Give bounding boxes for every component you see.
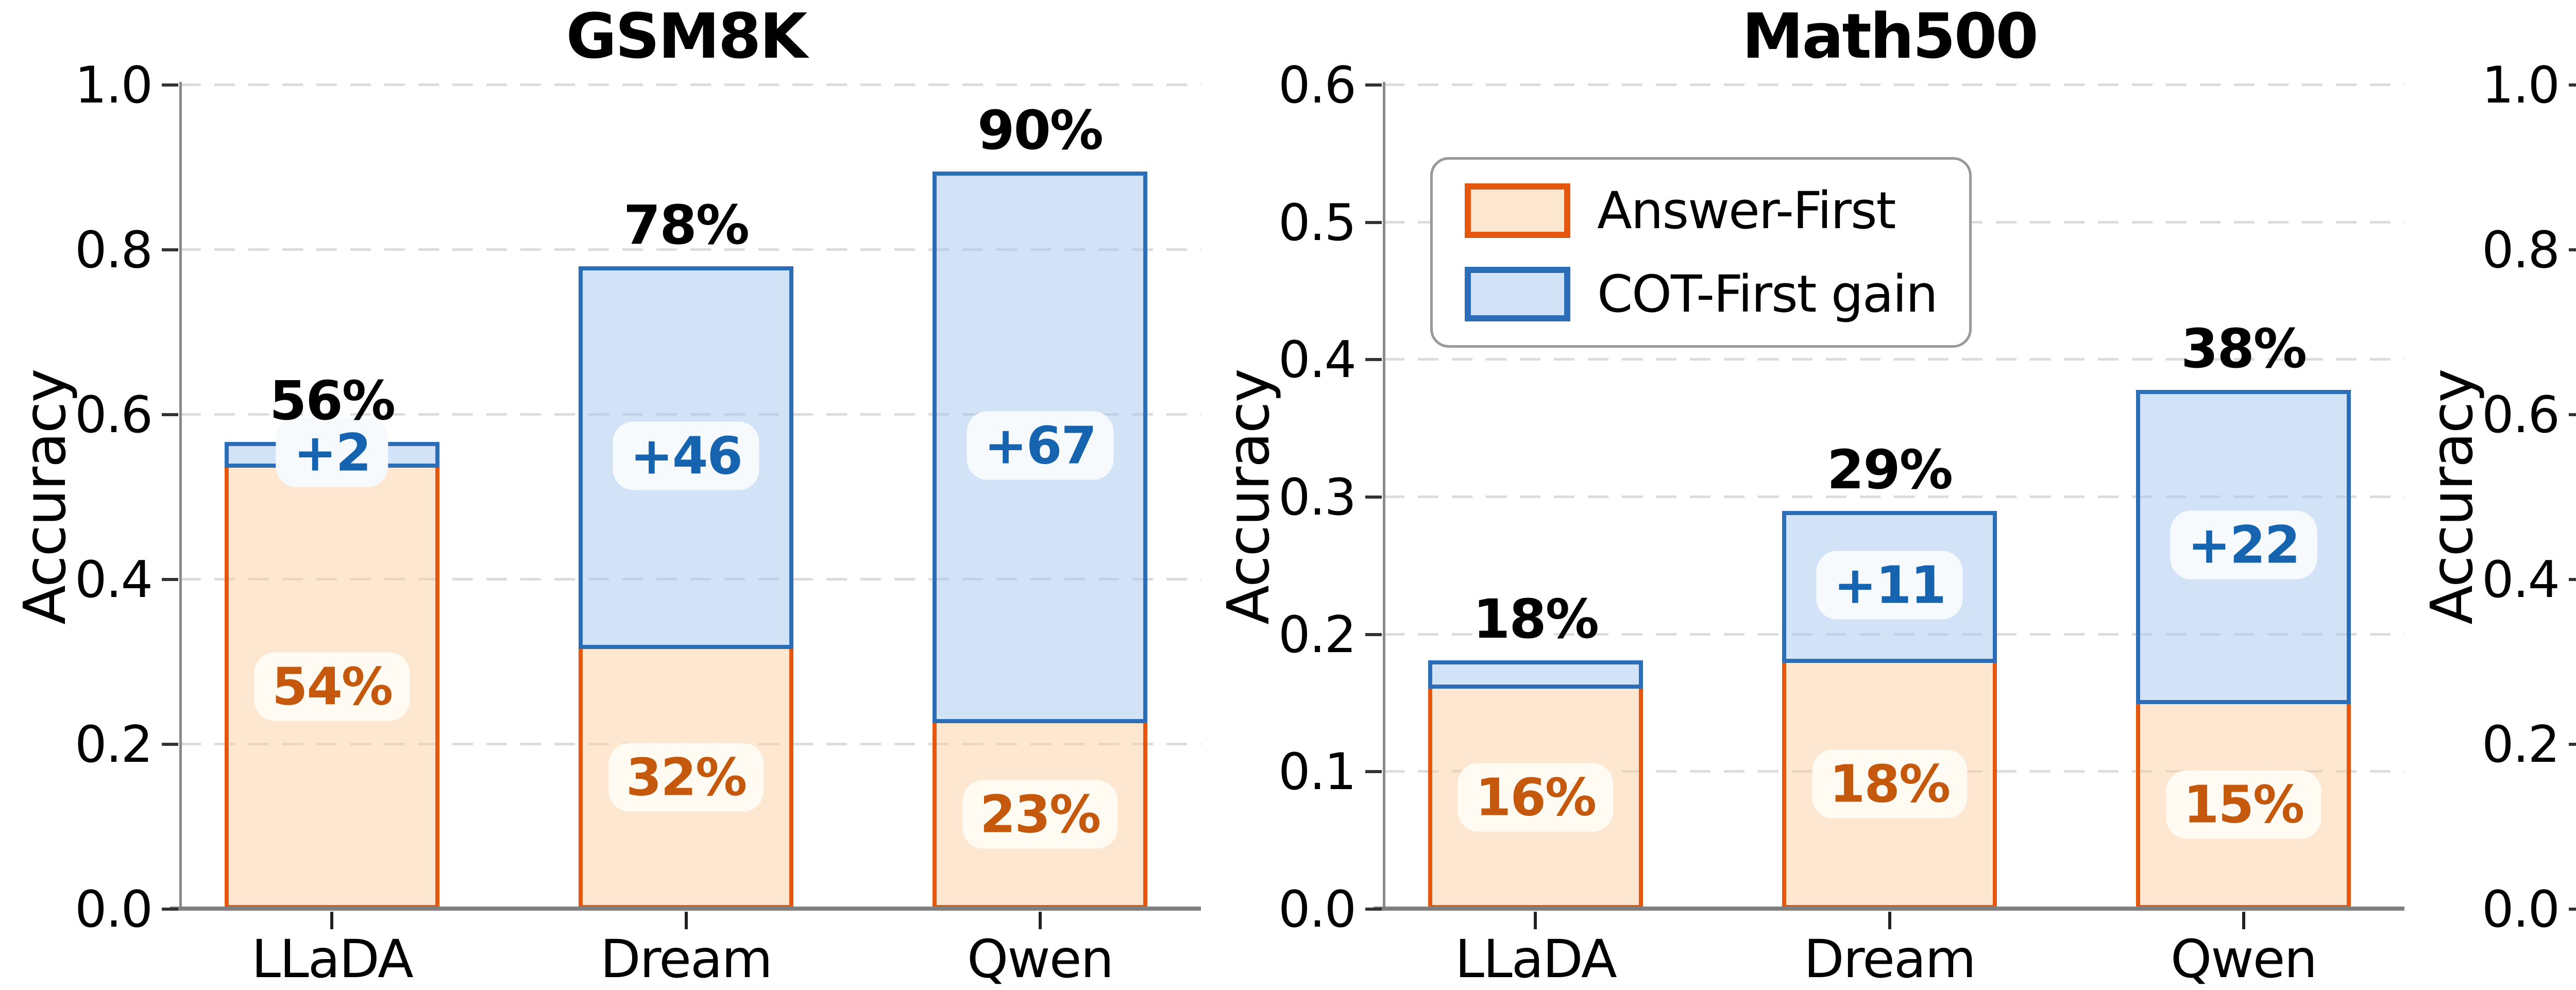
x-tick-mark <box>330 912 334 929</box>
y-tick-label: 0.6 <box>2482 386 2560 445</box>
x-tick-label: LLaDA <box>251 929 414 990</box>
x-tick-label: LLaDA <box>2558 932 2576 987</box>
panel-math500: Math500 Accuracy 0.0 0.1 0.2 0.3 0.4 0.5 0.6 LL… <box>1204 0 2407 987</box>
legend-label-answer-first: Answer-First <box>1597 181 1896 241</box>
legend-swatch-cot-first-gain <box>1465 267 1570 321</box>
gridline <box>1384 496 2404 498</box>
x-tick-mark <box>684 912 688 929</box>
x-tick-label: Dream <box>600 929 773 990</box>
total-value-label: 56% <box>269 369 396 432</box>
y-tick-mark <box>162 413 178 416</box>
gain-value-label: +2 <box>276 418 388 487</box>
plot-area: 0.0 0.1 0.2 0.3 0.4 0.5 0.6 LLaDA 16% 18% Dream 18%… <box>1278 60 2404 987</box>
y-tick-mark <box>2569 743 2576 746</box>
legend-item: COT-First gain <box>1465 264 1938 324</box>
y-tick-label: 0.0 <box>75 880 153 939</box>
gridline <box>1384 358 2404 361</box>
y-tick-mark <box>1365 358 1382 362</box>
total-value-label: 29% <box>1827 438 1953 501</box>
y-tick-mark <box>1365 633 1382 636</box>
x-tick-label: Qwen <box>967 929 1114 990</box>
y-tick-label: 0.0 <box>1278 880 1357 939</box>
answer-value-label: 15% <box>2165 770 2321 839</box>
y-axis-spine <box>179 82 182 909</box>
x-tick-mark <box>1888 912 1891 929</box>
y-tick-mark <box>162 83 178 87</box>
y-tick-label: 0.1 <box>1278 743 1357 802</box>
y-tick-label: 0.0 <box>2482 880 2560 939</box>
y-tick-mark <box>162 248 178 251</box>
y-tick-mark <box>162 743 178 746</box>
plot-area: 0.0 0.2 0.4 0.6 0.8 1.0 LLaDA 54% +2 56% Dream 32% +… <box>75 60 1201 987</box>
y-axis-spine <box>1383 82 1385 909</box>
y-tick-label: 0.4 <box>2482 551 2560 609</box>
total-value-label: 78% <box>623 194 750 257</box>
answer-value-label: 23% <box>962 780 1118 849</box>
gain-value-label: +11 <box>1816 551 1963 620</box>
panel-gsm8k: GSM8K Accuracy 0.0 0.2 0.4 0.6 0.8 1.0 LLaDA 54… <box>0 0 1204 987</box>
x-axis-spine <box>170 907 1201 911</box>
y-tick-label: 0.6 <box>1278 56 1357 115</box>
total-value-label: 90% <box>977 99 1104 162</box>
legend-item: Answer-First <box>1465 183 1937 238</box>
y-tick-mark <box>2569 413 2576 416</box>
y-tick-label: 1.0 <box>2482 56 2560 115</box>
y-tick-label: 0.4 <box>75 551 153 609</box>
y-tick-mark <box>1365 220 1382 224</box>
y-tick-mark <box>2569 83 2576 87</box>
chart-title: Math500 <box>1742 1 2039 73</box>
y-tick-mark <box>2569 248 2576 251</box>
gain-value-label: +67 <box>967 411 1114 480</box>
y-tick-label: 0.8 <box>75 221 153 280</box>
answer-value-label: 54% <box>254 652 410 721</box>
panel-reasonorderqa: ReasonOrderQA Accuracy 0.00.20.40.60.81.… <box>2407 0 2576 982</box>
gridline <box>1384 83 2404 86</box>
y-tick-mark <box>162 578 178 581</box>
x-tick-mark <box>2242 912 2245 929</box>
gridline <box>180 83 1201 86</box>
x-tick-mark <box>1038 912 1042 929</box>
y-tick-mark <box>162 908 178 911</box>
total-value-label: 38% <box>2181 317 2307 380</box>
y-tick-label: 0.8 <box>2482 221 2560 280</box>
total-value-label: 18% <box>1472 588 1599 651</box>
chart-title: GSM8K <box>566 1 808 73</box>
answer-value-label: 16% <box>1458 763 1614 832</box>
answer-value-label: 32% <box>608 743 764 812</box>
x-tick-mark <box>1534 912 1537 929</box>
gridline <box>180 248 1201 251</box>
y-tick-mark <box>1365 770 1382 774</box>
y-tick-label: 0.2 <box>2482 715 2560 774</box>
y-tick-mark <box>1365 496 1382 499</box>
y-tick-label: 0.4 <box>1278 331 1357 390</box>
y-tick-mark <box>2569 578 2576 581</box>
x-tick-label: Qwen <box>2170 929 2317 990</box>
gain-value-label: +46 <box>613 421 759 490</box>
y-tick-mark <box>1365 908 1382 911</box>
y-tick-label: 1.0 <box>75 56 153 115</box>
gain-value-label: +22 <box>2170 510 2317 579</box>
y-tick-label: 0.5 <box>1278 193 1357 252</box>
y-tick-mark <box>2569 908 2576 911</box>
legend: Answer-First COT-First gain <box>1430 157 1972 348</box>
x-tick-label: Dream <box>1804 929 1976 990</box>
answer-value-label: 18% <box>1811 749 1968 818</box>
x-axis-spine <box>1374 907 2404 911</box>
y-tick-mark <box>1365 83 1382 87</box>
legend-label-cot-first-gain: COT-First gain <box>1597 264 1938 324</box>
bar-cot-gain-segment <box>1428 660 1643 689</box>
legend-swatch-answer-first <box>1465 183 1570 238</box>
y-tick-label: 0.2 <box>75 715 153 774</box>
x-tick-label: LLaDA <box>1455 929 1617 990</box>
y-tick-label: 0.3 <box>1278 468 1357 527</box>
y-tick-label: 0.2 <box>1278 605 1357 664</box>
y-tick-label: 0.6 <box>75 386 153 445</box>
